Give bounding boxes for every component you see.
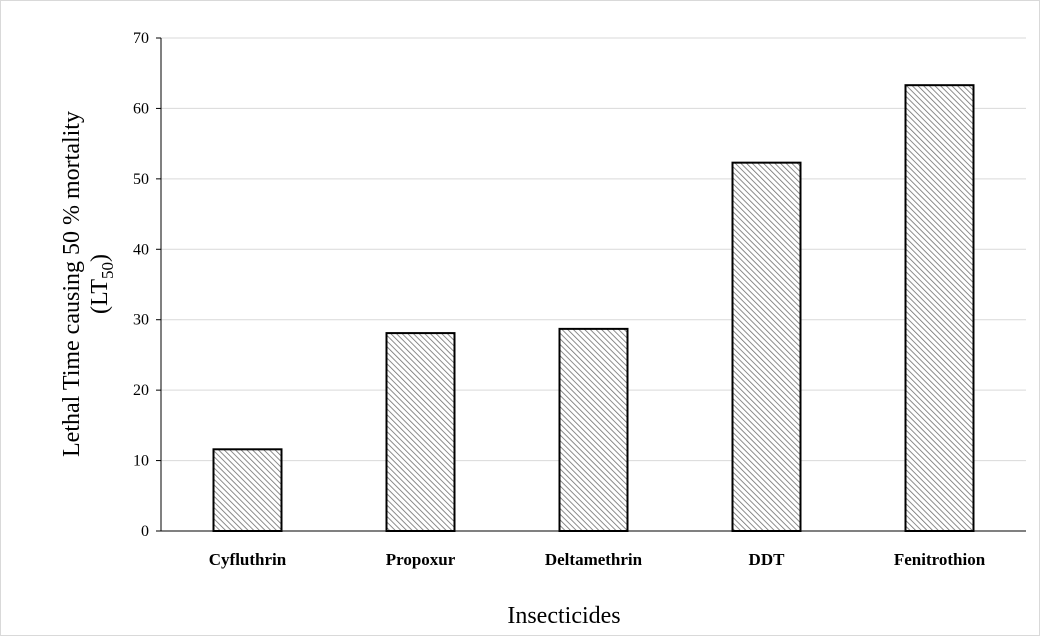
y-tick-label: 30 [133, 312, 149, 329]
x-axis-title: Insecticides [507, 603, 620, 629]
y-tick-label: 60 [133, 100, 149, 117]
y-axis-title-subscript: 50 [98, 262, 117, 279]
x-tick-label: Deltamethrin [545, 550, 643, 569]
gridlines [161, 37, 1026, 462]
y-axis-title-prefix: (LT [87, 279, 113, 314]
y-axis-ticks: 0 10 20 30 40 50 60 70 [133, 30, 161, 540]
y-tick-label: 50 [133, 171, 149, 188]
y-tick-label: 20 [133, 382, 149, 399]
bars [212, 84, 975, 533]
y-tick-label: 10 [133, 453, 149, 470]
y-tick-label: 70 [133, 30, 149, 47]
x-tick-label: Fenitrothion [894, 550, 986, 569]
y-tick-label: 40 [133, 241, 149, 258]
x-tick-label: DDT [749, 550, 786, 569]
bar-ddt [731, 161, 802, 532]
bar-fenitrothion [904, 84, 975, 533]
y-tick-label: 0 [141, 523, 149, 540]
y-axis-title-line2: (LT50) [87, 254, 117, 314]
y-axis-title-line1: Lethal Time causing 50 % mortality [59, 111, 85, 457]
bar-cyfluthrin [212, 448, 283, 532]
y-axis-title-suffix: ) [87, 254, 113, 262]
y-axis-title: Lethal Time causing 50 % mortality (LT50… [59, 111, 117, 457]
bar-propoxur [385, 332, 456, 532]
x-tick-label: Cyfluthrin [209, 550, 287, 569]
bar-deltamethrin [558, 327, 629, 532]
x-tick-label: Propoxur [386, 550, 456, 569]
x-axis-ticks: Cyfluthrin Propoxur Deltamethrin DDT Fenitro… [209, 550, 986, 569]
